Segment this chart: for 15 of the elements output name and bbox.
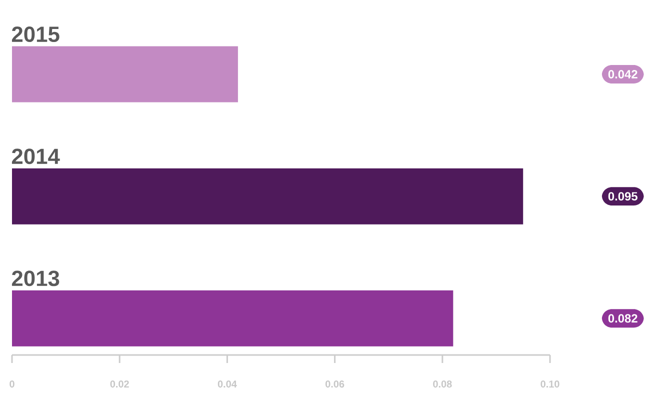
data-label: 0.095 bbox=[608, 192, 638, 201]
data-label: 0.082 bbox=[608, 314, 638, 323]
x-tick-label: 0.06 bbox=[326, 380, 344, 388]
x-tick-label: 0.08 bbox=[433, 380, 452, 388]
y-tick-label: 2014 bbox=[12, 148, 60, 164]
x-tick-label: 0.04 bbox=[218, 380, 237, 388]
bar bbox=[12, 46, 238, 102]
x-tick-label: 0.10 bbox=[540, 380, 560, 388]
x-tick-label: 0.02 bbox=[110, 380, 129, 388]
data-label: 0.042 bbox=[608, 70, 638, 78]
x-tick-label: 0 bbox=[10, 380, 14, 388]
y-tick-label: 2015 bbox=[12, 26, 60, 42]
bar bbox=[12, 168, 524, 224]
y-tick-label: 2013 bbox=[12, 270, 60, 286]
bar bbox=[12, 290, 454, 346]
